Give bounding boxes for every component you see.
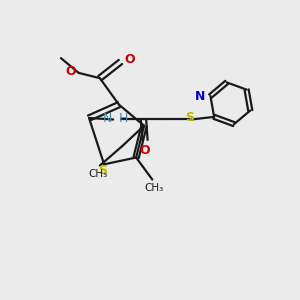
Text: S: S <box>98 164 107 177</box>
Text: CH₃: CH₃ <box>89 169 108 179</box>
Text: O: O <box>140 145 150 158</box>
Text: O: O <box>66 65 76 78</box>
Text: CH₃: CH₃ <box>144 183 164 193</box>
Text: O: O <box>124 52 135 65</box>
Text: S: S <box>185 112 194 124</box>
Text: N: N <box>103 112 112 125</box>
Text: N: N <box>195 89 205 103</box>
Text: H: H <box>118 112 128 125</box>
